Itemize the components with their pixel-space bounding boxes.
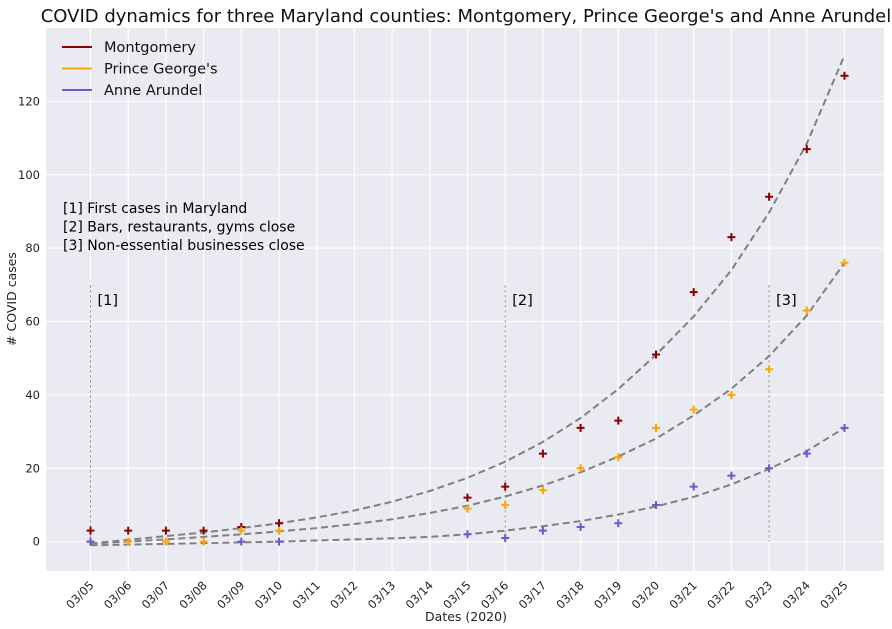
data-point xyxy=(124,526,133,535)
data-point xyxy=(275,519,283,528)
chart-title: COVID dynamics for three Maryland counti… xyxy=(41,6,892,27)
event-note: [3] Non-essential businesses close xyxy=(63,238,305,254)
data-point xyxy=(538,526,547,535)
x-tick-label: 03/25 xyxy=(817,578,850,611)
x-tick-label: 03/20 xyxy=(629,578,662,611)
data-point xyxy=(840,423,849,432)
data-point xyxy=(652,423,660,432)
event-note: [1] First cases in Maryland xyxy=(63,201,247,217)
data-point xyxy=(463,504,472,513)
data-point xyxy=(727,390,736,399)
data-point xyxy=(765,192,774,201)
x-tick-label: 03/11 xyxy=(289,578,322,611)
data-point xyxy=(124,537,133,546)
y-tick-label: 20 xyxy=(25,461,40,475)
data-point xyxy=(727,471,736,480)
x-tick-label: 03/24 xyxy=(780,578,813,611)
data-point xyxy=(840,71,849,80)
y-tick-label: 100 xyxy=(18,168,40,182)
legend-label: Montgomery xyxy=(104,40,196,56)
data-point xyxy=(576,423,585,432)
x-tick-label: 03/10 xyxy=(252,578,285,611)
data-point xyxy=(538,486,547,495)
data-point xyxy=(689,405,698,414)
data-point xyxy=(727,233,736,242)
data-point xyxy=(614,416,623,425)
y-tick-label: 0 xyxy=(33,535,40,549)
data-point xyxy=(237,537,246,546)
data-point xyxy=(86,526,95,535)
x-tick-label: 03/22 xyxy=(704,578,737,611)
data-point xyxy=(237,526,246,535)
event-lines-layer: [1] [2] [3] xyxy=(90,284,797,542)
data-point xyxy=(689,482,698,491)
x-tick-label: 03/16 xyxy=(478,578,511,611)
data-point xyxy=(802,449,811,458)
event-notes: [1] First cases in Maryland [2] Bars, res… xyxy=(63,201,305,254)
data-point xyxy=(275,537,283,546)
data-point xyxy=(161,537,170,546)
data-point xyxy=(614,519,623,528)
legend-label: Anne Arundel xyxy=(104,83,202,99)
legend: Montgomery Prince George's Anne Arundel xyxy=(62,40,218,99)
x-tick-label: 03/08 xyxy=(176,578,209,611)
x-tick-label: 03/09 xyxy=(214,578,247,611)
data-point xyxy=(501,533,510,542)
data-point xyxy=(840,258,849,267)
x-tick-label: 03/19 xyxy=(591,578,624,611)
x-axis-title: Dates (2020) xyxy=(425,609,507,624)
x-tick-label: 03/23 xyxy=(742,578,775,611)
data-point xyxy=(501,482,510,491)
data-point xyxy=(501,500,510,509)
x-tick-label: 03/18 xyxy=(553,578,586,611)
event-label: [1] xyxy=(98,293,119,309)
x-tick-label: 03/15 xyxy=(440,578,473,611)
data-point xyxy=(86,537,95,546)
data-point xyxy=(802,306,811,315)
legend-label: Prince George's xyxy=(104,62,218,78)
x-tick-label: 03/21 xyxy=(666,578,699,611)
y-tick-label: 120 xyxy=(18,94,40,108)
data-point xyxy=(463,493,472,502)
event-label: [3] xyxy=(776,293,797,309)
data-point xyxy=(652,500,660,509)
data-point xyxy=(275,526,283,535)
data-point xyxy=(538,449,547,458)
data-point xyxy=(161,526,170,535)
y-axis-title: # COVID cases xyxy=(4,252,19,346)
data-point xyxy=(614,453,623,462)
data-point xyxy=(199,537,208,546)
x-tick-label: 03/07 xyxy=(139,578,172,611)
data-points-layer xyxy=(86,71,849,546)
x-tick-label: 03/12 xyxy=(327,578,360,611)
x-tick-label: 03/17 xyxy=(516,578,549,611)
plot-background xyxy=(46,28,884,571)
x-tick-label: 03/05 xyxy=(63,578,96,611)
data-point xyxy=(802,145,811,154)
y-tick-label: 60 xyxy=(25,315,40,329)
x-tick-label: 03/14 xyxy=(403,578,436,611)
fit-curve xyxy=(90,55,846,545)
data-point xyxy=(576,522,585,531)
x-tick-label: 03/06 xyxy=(101,578,134,611)
x-tick-label: 03/13 xyxy=(365,578,398,611)
data-point xyxy=(463,530,472,539)
y-tick-label: 80 xyxy=(25,241,40,255)
data-point xyxy=(689,288,698,297)
data-point xyxy=(765,365,774,374)
data-point xyxy=(199,526,208,535)
data-point xyxy=(652,350,660,359)
data-point xyxy=(765,464,774,473)
event-note: [2] Bars, restaurants, gyms close xyxy=(63,220,295,236)
data-point xyxy=(576,464,585,473)
y-tick-label: 40 xyxy=(25,388,40,402)
event-label: [2] xyxy=(512,293,533,309)
grid-layer xyxy=(46,28,884,571)
